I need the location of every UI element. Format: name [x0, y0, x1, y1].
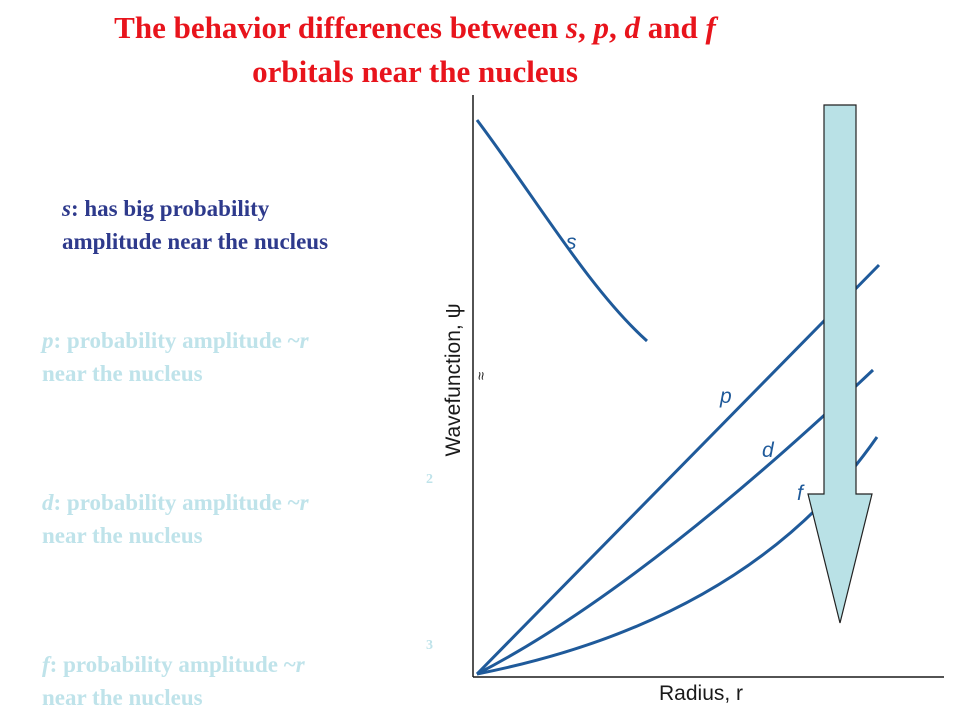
- note-s-symbol: s: [62, 196, 71, 221]
- curve-label-d: d: [762, 439, 775, 462]
- note-p-symbol: p: [42, 328, 54, 353]
- note-s-line2: amplitude near the nucleus: [62, 229, 329, 254]
- note-d-line1: : probability amplitude ~: [53, 490, 300, 515]
- note-f-exponent: 3: [426, 638, 433, 653]
- curve-d: [476, 368, 875, 676]
- note-d-line2: near the nucleus: [42, 523, 203, 548]
- note-p-line2: near the nucleus: [42, 361, 203, 386]
- note-p-var: r: [299, 328, 309, 353]
- note-f-var: r: [295, 652, 305, 677]
- curve-label-p: p: [719, 385, 732, 408]
- title-orbital-d: d: [624, 10, 641, 45]
- curve-p: [475, 263, 881, 676]
- note-p-line1: : probability amplitude ~: [53, 328, 300, 353]
- title-line-1: The behavior differences between s, p, d…: [0, 6, 830, 50]
- note-d-symbol: d: [42, 490, 54, 515]
- curve-s: [475, 119, 649, 343]
- down-arrow-icon: [807, 104, 873, 624]
- note-s-line1: : has big probability: [70, 196, 270, 221]
- note-f-line2: near the nucleus: [42, 685, 203, 710]
- axis-break-mark: ≈: [473, 372, 490, 380]
- note-d-var: r: [299, 490, 309, 515]
- note-f-line1: : probability amplitude ~: [49, 652, 296, 677]
- note-f-orbital: f: probability amplitude ~r near the nuc…: [42, 648, 305, 714]
- note-d-exponent: 2: [426, 472, 433, 487]
- title-line-2: orbitals near the nucleus: [252, 54, 578, 89]
- note-p-orbital: p: probability amplitude ~r near the nuc…: [42, 324, 309, 390]
- title-part: ,: [609, 10, 625, 45]
- curve-label-s: s: [566, 231, 577, 254]
- title-orbital-s: s: [565, 10, 578, 45]
- title-orbital-f: f: [705, 10, 716, 45]
- note-s-orbital: s: has big probability amplitude near th…: [62, 192, 328, 258]
- curve-label-f: f: [797, 482, 805, 505]
- y-axis-label: Wavefunction, ψ: [442, 303, 465, 456]
- title-orbital-p: p: [593, 10, 610, 45]
- title-part: The behavior differences between: [114, 10, 566, 45]
- note-f-symbol: f: [42, 652, 50, 677]
- x-axis-label: Radius, r: [659, 682, 743, 705]
- title-part: ,: [578, 10, 594, 45]
- slide-title: The behavior differences between s, p, d…: [0, 6, 830, 94]
- title-part: and: [640, 10, 706, 45]
- note-d-orbital: d: probability amplitude ~r near the nuc…: [42, 486, 309, 552]
